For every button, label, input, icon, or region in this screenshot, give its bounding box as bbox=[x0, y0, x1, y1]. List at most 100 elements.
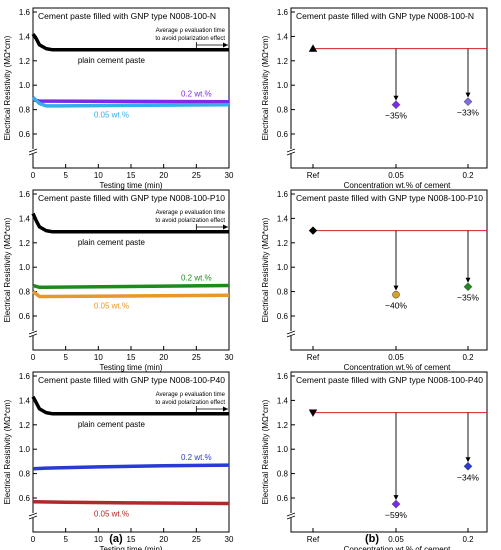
reduction-label: −40% bbox=[385, 301, 407, 311]
series-label: plain cement paste bbox=[78, 238, 146, 247]
left-y-tick-label: 0.8 bbox=[19, 288, 31, 297]
right-y-tick-label: 1.2 bbox=[277, 421, 289, 430]
data-point bbox=[463, 461, 473, 471]
x-tick-label: 0 bbox=[31, 171, 36, 180]
reduction-arrowhead bbox=[393, 285, 399, 291]
right-axis-break-gap bbox=[287, 331, 295, 336]
x-tick-label: 0.05 bbox=[388, 535, 404, 544]
series-line bbox=[32, 463, 230, 471]
right-y-tick-label: 0.8 bbox=[277, 470, 289, 479]
right-y-tick-label: 0.8 bbox=[277, 106, 289, 115]
right-axis-break bbox=[286, 151, 296, 156]
right-axis-break-gap bbox=[287, 513, 295, 518]
reduction-label: −35% bbox=[385, 111, 407, 121]
left-axis-break bbox=[28, 512, 38, 517]
right-axis-break bbox=[286, 148, 296, 153]
chart-title: Cement paste filled with GNP type N008-1… bbox=[38, 375, 225, 385]
plot-frame bbox=[290, 7, 488, 169]
series-line bbox=[31, 96, 230, 108]
x-tick-label: 0.2 bbox=[462, 353, 474, 362]
series-line bbox=[31, 395, 229, 416]
note-line-2: to avoid polarization effect bbox=[155, 36, 225, 42]
left-axis-break-gap bbox=[29, 149, 37, 154]
x-tick-label: 0.05 bbox=[388, 353, 404, 362]
x-tick-label: 15 bbox=[127, 353, 136, 362]
left-y-tick-label: 1.0 bbox=[19, 81, 31, 90]
x-tick-label: 30 bbox=[225, 353, 234, 362]
x-tick-label: 25 bbox=[192, 353, 201, 362]
x-axis-label: Testing time (min) bbox=[99, 363, 162, 372]
x-tick-label: 5 bbox=[63, 171, 68, 180]
x-tick-label: 5 bbox=[63, 353, 68, 362]
x-tick-label: 30 bbox=[225, 171, 234, 180]
left-y-tick-label: 1.0 bbox=[19, 263, 31, 272]
line-chart-3: Cement paste filled with GNP type N008-1… bbox=[3, 371, 234, 550]
left-y-tick-label: 0.8 bbox=[19, 470, 31, 479]
reduction-arrowhead bbox=[465, 277, 471, 283]
series-label: 0.2 wt.% bbox=[181, 453, 212, 462]
right-y-tick-label: 0.6 bbox=[277, 494, 289, 503]
x-axis-label: Testing time (min) bbox=[99, 545, 162, 550]
x-tick-label: 25 bbox=[192, 535, 201, 544]
series-line bbox=[32, 98, 230, 104]
chart-title: Cement paste filled with GNP type N008-1… bbox=[296, 193, 483, 203]
left-y-tick-label: 0.6 bbox=[19, 312, 31, 321]
x-tick-label: 10 bbox=[94, 535, 103, 544]
right-axis-break bbox=[286, 512, 296, 517]
reduction-label: −35% bbox=[457, 293, 479, 303]
right-axis-break-gap bbox=[287, 149, 295, 154]
x-tick-label: 15 bbox=[127, 171, 136, 180]
x-tick-label: 0.05 bbox=[388, 171, 404, 180]
x-axis-label: Concentration wt.% of cement bbox=[344, 363, 451, 372]
right-y-tick-label: 1.0 bbox=[277, 445, 289, 454]
data-point bbox=[463, 282, 473, 292]
x-tick-label: 20 bbox=[159, 171, 168, 180]
right-y-axis-label: Electrical Resistivity (MΩ*cm) bbox=[261, 399, 270, 504]
right-y-tick-label: 1.0 bbox=[277, 81, 289, 90]
chart-title: Cement paste filled with GNP type N008-1… bbox=[296, 375, 483, 385]
left-y-tick-label: 1.4 bbox=[19, 214, 31, 223]
left-axis-break bbox=[28, 330, 38, 335]
line-chart-2: Cement paste filled with GNP type N008-1… bbox=[3, 189, 234, 372]
x-tick-label: Ref bbox=[307, 535, 320, 544]
data-point bbox=[392, 290, 400, 299]
left-y-tick-label: 1.4 bbox=[19, 32, 31, 41]
right-y-tick-label: 1.6 bbox=[277, 190, 289, 199]
left-y-tick-label: 1.4 bbox=[19, 396, 31, 405]
right-y-tick-label: 1.6 bbox=[277, 372, 289, 381]
series-line bbox=[31, 212, 229, 234]
x-tick-label: 0 bbox=[31, 353, 36, 362]
right-y-tick-label: 0.8 bbox=[277, 288, 289, 297]
right-y-tick-label: 0.6 bbox=[277, 312, 289, 321]
left-axis-break-gap bbox=[29, 331, 37, 336]
evaluation-window-arrowhead bbox=[223, 406, 228, 412]
series-label: plain cement paste bbox=[78, 420, 146, 429]
x-tick-label: 25 bbox=[192, 171, 201, 180]
left-y-tick-label: 1.2 bbox=[19, 57, 31, 66]
note-line-1: Average ρ evaluation time bbox=[156, 28, 226, 34]
left-y-tick-label: 1.2 bbox=[19, 421, 31, 430]
x-tick-label: 0 bbox=[31, 535, 36, 544]
left-y-axis-label: Electrical Resistivity (MΩ*cm) bbox=[3, 35, 12, 140]
note-line-2: to avoid polarization effect bbox=[155, 400, 225, 406]
left-axis-break bbox=[28, 333, 38, 338]
data-point bbox=[308, 226, 318, 235]
panel-label-b: (b) bbox=[364, 533, 380, 545]
note-line-2: to avoid polarization effect bbox=[155, 218, 225, 224]
left-y-tick-label: 1.6 bbox=[19, 8, 31, 17]
evaluation-window-arrowhead bbox=[223, 224, 228, 230]
left-y-tick-label: 0.8 bbox=[19, 106, 31, 115]
series-line bbox=[32, 499, 230, 506]
chart-title: Cement paste filled with GNP type N008-1… bbox=[38, 11, 216, 21]
x-tick-label: 0.2 bbox=[462, 171, 474, 180]
left-y-tick-label: 1.2 bbox=[19, 239, 31, 248]
scatter-chart-2: Cement paste filled with GNP type N008-1… bbox=[261, 189, 488, 372]
left-axis-break bbox=[28, 151, 38, 156]
series-label: plain cement paste bbox=[78, 56, 146, 65]
x-tick-label: 30 bbox=[225, 535, 234, 544]
left-y-tick-label: 0.6 bbox=[19, 494, 31, 503]
evaluation-window-arrowhead bbox=[223, 42, 228, 48]
series-line bbox=[32, 283, 230, 290]
x-tick-label: 10 bbox=[94, 353, 103, 362]
